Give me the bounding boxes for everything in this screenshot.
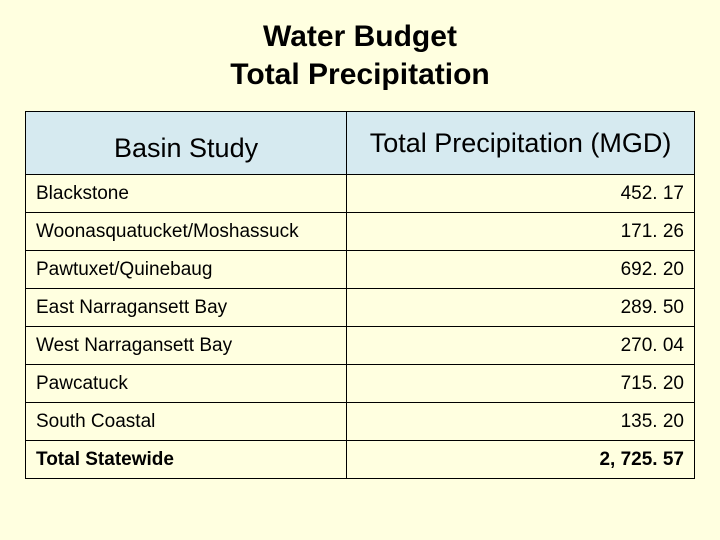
row-label: Pawcatuck — [26, 365, 347, 403]
column-header-basin: Basin Study — [26, 112, 347, 175]
row-value: 452. 17 — [347, 175, 695, 213]
row-value: 171. 26 — [347, 213, 695, 251]
table-row: Pawcatuck 715. 20 — [26, 365, 695, 403]
table-row: West Narragansett Bay 270. 04 — [26, 327, 695, 365]
precipitation-table: Basin Study Total Precipitation (MGD) Bl… — [25, 111, 695, 479]
table-row: Woonasquatucket/Moshassuck 171. 26 — [26, 213, 695, 251]
row-label: Woonasquatucket/Moshassuck — [26, 213, 347, 251]
row-value: 289. 50 — [347, 289, 695, 327]
row-value: 715. 20 — [347, 365, 695, 403]
row-label: West Narragansett Bay — [26, 327, 347, 365]
table-total-row: Total Statewide 2, 725. 57 — [26, 441, 695, 479]
table-row: Pawtuxet/Quinebaug 692. 20 — [26, 251, 695, 289]
total-value: 2, 725. 57 — [347, 441, 695, 479]
table-row: Blackstone 452. 17 — [26, 175, 695, 213]
table-header-row: Basin Study Total Precipitation (MGD) — [26, 112, 695, 175]
table-row: South Coastal 135. 20 — [26, 403, 695, 441]
row-value: 692. 20 — [347, 251, 695, 289]
row-label: South Coastal — [26, 403, 347, 441]
table-row: East Narragansett Bay 289. 50 — [26, 289, 695, 327]
total-label: Total Statewide — [26, 441, 347, 479]
row-label: Blackstone — [26, 175, 347, 213]
page-title: Water Budget Total Precipitation — [0, 0, 720, 111]
row-label: Pawtuxet/Quinebaug — [26, 251, 347, 289]
title-line-2: Total Precipitation — [0, 56, 720, 94]
row-label: East Narragansett Bay — [26, 289, 347, 327]
title-line-1: Water Budget — [0, 18, 720, 56]
column-header-precip: Total Precipitation (MGD) — [347, 112, 695, 175]
row-value: 270. 04 — [347, 327, 695, 365]
row-value: 135. 20 — [347, 403, 695, 441]
